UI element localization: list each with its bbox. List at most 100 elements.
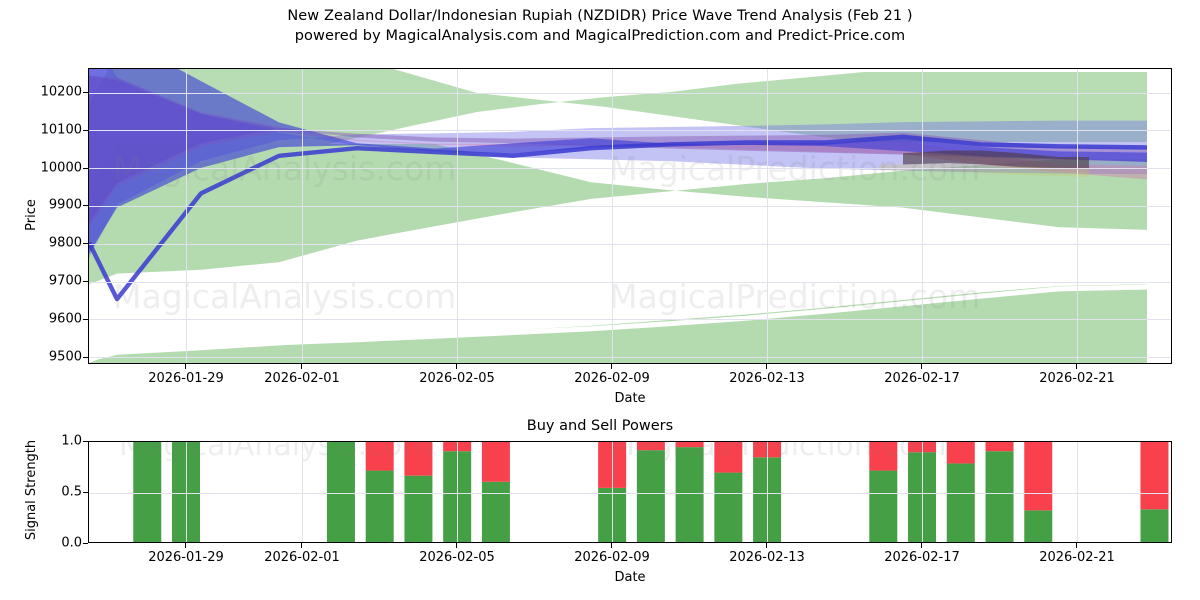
powers-ytick-label: 0.0 bbox=[61, 535, 82, 551]
price-xtick-label: 2026-02-05 bbox=[419, 371, 495, 386]
buy-power-bar bbox=[1140, 509, 1169, 542]
price-gridline-h bbox=[89, 357, 1171, 359]
buy-power-bar bbox=[714, 472, 743, 542]
powers-ytick-mark bbox=[83, 492, 88, 493]
page-subtitle: powered by MagicalAnalysis.com and Magic… bbox=[294, 28, 906, 44]
powers-xtick-label: 2026-02-09 bbox=[574, 550, 650, 565]
powers-xtick-mark bbox=[611, 543, 612, 548]
powers-gridline-v bbox=[457, 442, 458, 542]
powers-chart-title: Buy and Sell Powers bbox=[526, 418, 674, 434]
price-gridline-v bbox=[612, 69, 613, 363]
price-gridline-v bbox=[1077, 69, 1078, 363]
buy-power-bar bbox=[869, 470, 898, 542]
price-ytick-label: 9900 bbox=[48, 197, 82, 213]
price-ytick-label: 9500 bbox=[48, 349, 82, 365]
price-chart-panel: Price 10200 10100 10000 9900 9800 9700 9… bbox=[24, 68, 1172, 406]
powers-xtick-label: 2026-01-29 bbox=[148, 550, 224, 565]
dark-close-band bbox=[903, 150, 1089, 169]
price-xtick-label: 2026-02-17 bbox=[884, 371, 960, 386]
price-xtick-mark bbox=[185, 364, 186, 369]
price-gridline-h bbox=[89, 168, 1171, 170]
sell-power-bar bbox=[404, 442, 433, 476]
powers-xtick-mark bbox=[1076, 543, 1077, 548]
powers-gridline-h bbox=[89, 493, 1171, 494]
price-gridline-h bbox=[89, 206, 1171, 207]
sell-power-bar bbox=[714, 442, 743, 473]
sell-power-bar bbox=[481, 442, 510, 482]
price-gridline-v bbox=[186, 69, 187, 363]
price-gridline-h bbox=[89, 281, 1171, 283]
price-gridline-v bbox=[767, 69, 768, 363]
powers-xtick-label: 2026-02-01 bbox=[264, 550, 340, 565]
price-xtick-mark bbox=[766, 364, 767, 369]
sell-power-bar bbox=[636, 442, 665, 451]
price-x-axis-title: Date bbox=[614, 391, 646, 406]
page-title: New Zealand Dollar/Indonesian Rupiah (NZ… bbox=[287, 8, 913, 24]
sell-power-bar bbox=[869, 442, 898, 471]
sell-power-bar bbox=[365, 442, 394, 471]
price-ytick-mark bbox=[83, 318, 88, 320]
price-ytick-label: 9800 bbox=[48, 235, 82, 251]
price-ytick-label: 10200 bbox=[40, 84, 82, 100]
price-ytick-mark bbox=[83, 281, 88, 282]
price-xtick-label: 2026-02-01 bbox=[264, 371, 340, 386]
price-gridline-v bbox=[922, 69, 923, 363]
price-gridline-v bbox=[302, 69, 303, 363]
buy-power-bar bbox=[1024, 510, 1053, 542]
buy-power-bar bbox=[636, 450, 665, 542]
sell-power-bar bbox=[1024, 442, 1053, 511]
powers-gridline-v bbox=[767, 442, 768, 542]
sell-power-bar bbox=[1140, 442, 1169, 510]
olive-tint-band bbox=[879, 163, 1089, 177]
price-xtick-label: 2026-02-09 bbox=[574, 371, 650, 386]
price-gridline-h bbox=[89, 92, 1171, 94]
powers-gridline-v bbox=[1077, 442, 1078, 542]
white-trend-line bbox=[89, 284, 1150, 363]
price-ytick-label: 9600 bbox=[48, 311, 82, 327]
price-plot-area: MagicalAnalysis.com MagicalPrediction.co… bbox=[88, 68, 1172, 364]
price-ytick-label: 9700 bbox=[48, 273, 82, 289]
powers-xtick-label: 2026-02-21 bbox=[1039, 550, 1115, 565]
price-ytick-mark bbox=[83, 129, 88, 131]
blue-core-band bbox=[89, 69, 1147, 254]
price-xtick-mark bbox=[301, 364, 302, 369]
buy-power-bar bbox=[946, 463, 975, 542]
buy-power-bar bbox=[675, 447, 704, 542]
price-center-line bbox=[89, 134, 1148, 302]
powers-xtick-label: 2026-02-05 bbox=[419, 550, 495, 565]
price-xtick-mark bbox=[1076, 364, 1077, 369]
price-ytick-mark bbox=[83, 92, 88, 93]
green-band-upper bbox=[89, 69, 1147, 198]
powers-gridline-v bbox=[186, 442, 187, 542]
powers-xtick-mark bbox=[766, 543, 767, 548]
price-ytick-label: 10000 bbox=[40, 160, 82, 176]
buy-power-bar bbox=[404, 475, 433, 542]
price-gridline-v bbox=[457, 69, 458, 363]
price-ytick-mark bbox=[83, 205, 88, 207]
price-ytick-mark bbox=[83, 167, 88, 169]
sell-power-bar bbox=[985, 442, 1014, 452]
buy-power-bar bbox=[326, 442, 355, 542]
powers-xtick-label: 2026-02-13 bbox=[729, 550, 805, 565]
powers-xtick-mark bbox=[185, 543, 186, 548]
price-wave-graphics bbox=[89, 69, 1150, 363]
sell-power-bar bbox=[675, 442, 704, 448]
powers-xtick-mark bbox=[301, 543, 302, 548]
price-ytick-label: 10100 bbox=[40, 122, 82, 138]
price-xtick-label: 2026-02-13 bbox=[729, 371, 805, 386]
price-xtick-label: 2026-01-29 bbox=[148, 371, 224, 386]
powers-gridline-v bbox=[922, 442, 923, 542]
chart-title-block: New Zealand Dollar/Indonesian Rupiah (NZ… bbox=[0, 6, 1200, 46]
powers-xtick-mark bbox=[456, 543, 457, 548]
powers-ytick-mark bbox=[83, 441, 88, 442]
price-xtick-mark bbox=[456, 364, 457, 369]
powers-ytick-mark bbox=[83, 543, 88, 544]
powers-xtick-label: 2026-02-17 bbox=[884, 550, 960, 565]
price-gridline-h bbox=[89, 319, 1171, 321]
powers-xtick-mark bbox=[921, 543, 922, 548]
green-band-upper-main bbox=[89, 144, 1147, 285]
price-xtick-mark bbox=[611, 364, 612, 369]
powers-plot-area: MagicalAnalysis.com MagicalPrediction.co… bbox=[88, 441, 1172, 543]
